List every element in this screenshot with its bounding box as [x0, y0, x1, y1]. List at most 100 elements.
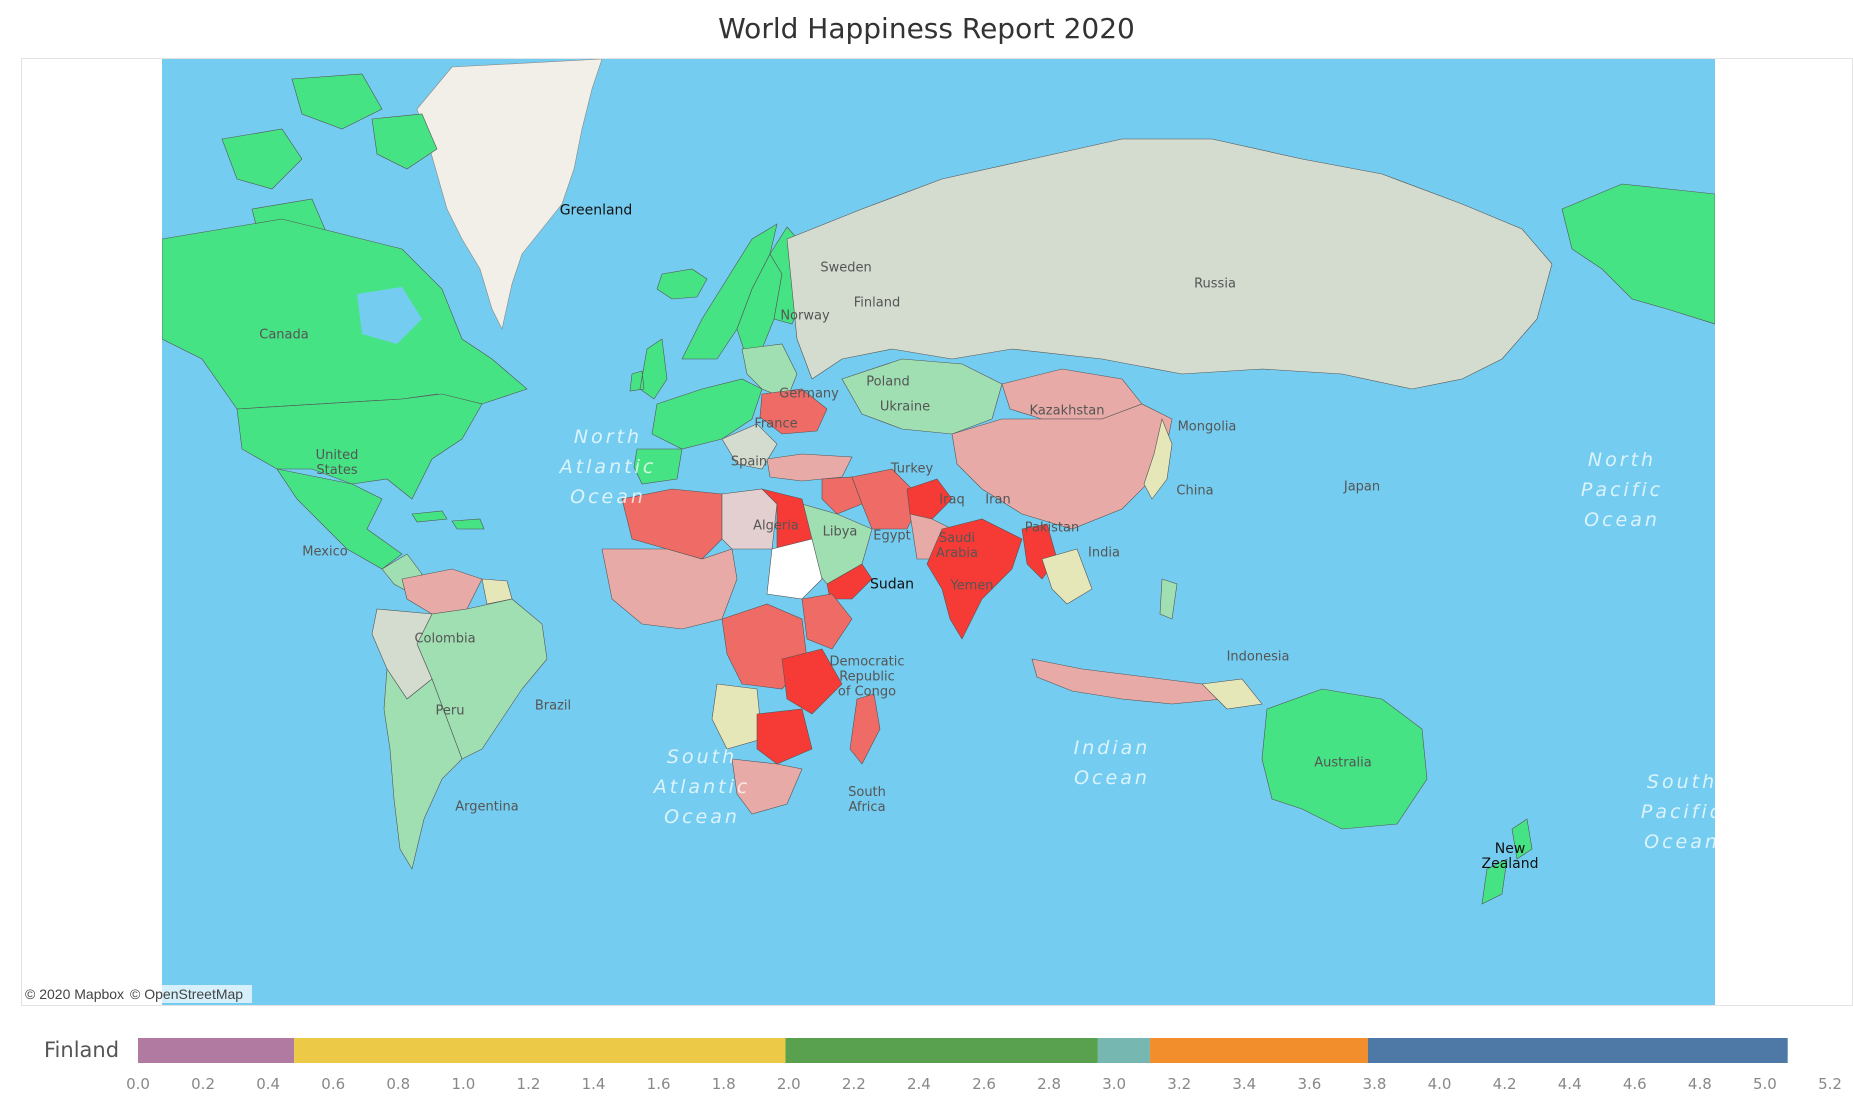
label-united-states: United States: [315, 448, 359, 478]
label-saudi-arabia: Saudi Arabia: [935, 531, 979, 561]
map-view[interactable]: Greenland Canada United States Mexico Co…: [162, 59, 1715, 1005]
legend-tick-label: 3.0: [1102, 1075, 1127, 1093]
map-attribution[interactable]: © 2020 Mapbox © OpenStreetMap: [22, 985, 253, 1003]
map-svg[interactable]: [162, 59, 1715, 1005]
label-poland: Poland: [866, 374, 910, 390]
legend-segment-3[interactable]: [785, 1038, 1098, 1063]
label-south-atlantic: South Atlantic Ocean: [653, 746, 751, 828]
legend-tick-label: 3.4: [1232, 1075, 1257, 1093]
country-turkey[interactable]: [766, 453, 853, 482]
country-sudan[interactable]: [766, 538, 823, 600]
country-alaska[interactable]: [1561, 183, 1715, 325]
mapbox-attribution[interactable]: © 2020 Mapbox: [25, 986, 125, 1002]
legend-tick-label: 3.8: [1362, 1075, 1387, 1093]
label-drc: Democratic Republic of Congo: [829, 654, 905, 700]
country-kazakhstan[interactable]: [841, 358, 1003, 435]
label-germany: Germany: [779, 386, 839, 402]
country-russia[interactable]: [786, 138, 1553, 390]
label-japan: Japan: [1343, 479, 1381, 495]
legend-tick-label: 4.8: [1687, 1075, 1712, 1093]
legend-segment-1[interactable]: [138, 1038, 295, 1063]
country-japan[interactable]: [1143, 417, 1173, 500]
country-balkans[interactable]: [721, 423, 778, 470]
legend-tick-label: 0.8: [386, 1075, 411, 1093]
country-south-africa[interactable]: [731, 758, 803, 815]
osm-attribution[interactable]: © OpenStreetMap: [130, 986, 244, 1002]
country-angola[interactable]: [711, 683, 763, 750]
label-indonesia: Indonesia: [1226, 649, 1290, 665]
country-iran[interactable]: [851, 468, 923, 530]
label-china: China: [1176, 483, 1214, 499]
legend-tick-label: 2.0: [776, 1075, 801, 1093]
country-western-europe[interactable]: [651, 378, 763, 450]
country-west-africa[interactable]: [601, 548, 738, 630]
country-mexico[interactable]: [276, 468, 403, 570]
legend-tick-label: 0.6: [321, 1075, 346, 1093]
label-spain: Spain: [730, 454, 768, 470]
country-australia[interactable]: [1261, 688, 1428, 830]
country-india[interactable]: [926, 518, 1023, 640]
label-australia: Australia: [1314, 755, 1372, 771]
legend-tick-label: 4.2: [1492, 1075, 1517, 1093]
country-iraq[interactable]: [821, 476, 863, 515]
legend-tick-label: 1.2: [516, 1075, 541, 1093]
label-norway: Norway: [780, 308, 830, 324]
legend-tick-label: 4.6: [1622, 1075, 1647, 1093]
label-north-pacific: North Pacific Ocean: [1580, 449, 1664, 531]
label-greenland: Greenland: [559, 202, 633, 219]
label-india: India: [1088, 545, 1120, 561]
legend-tick-label: 0.2: [191, 1075, 215, 1093]
label-ukraine: Ukraine: [879, 399, 931, 415]
country-greenland[interactable]: [416, 59, 603, 330]
legend-segment-6[interactable]: [1367, 1038, 1788, 1063]
legend-segment-2[interactable]: [294, 1038, 786, 1063]
country-southeast-asia[interactable]: [1041, 548, 1093, 605]
country-afghanistan[interactable]: [906, 478, 953, 520]
label-south-africa: South Africa: [848, 785, 886, 815]
label-turkey: Turkey: [890, 461, 934, 477]
country-uk[interactable]: [629, 338, 668, 400]
label-indian-ocean: Indian Ocean: [1073, 737, 1151, 789]
country-arctic-islands[interactable]: [221, 73, 438, 245]
country-tanzania[interactable]: [781, 648, 843, 715]
legend-tick-label: 2.6: [972, 1075, 996, 1093]
label-new-zealand: New Zealand: [1481, 841, 1539, 872]
country-china[interactable]: [951, 403, 1173, 530]
legend-label: Finland: [44, 1038, 120, 1062]
hudson-bay: [357, 287, 422, 344]
country-new-zealand[interactable]: [1481, 818, 1533, 905]
country-ukraine[interactable]: [759, 388, 828, 435]
country-united-states[interactable]: [236, 393, 483, 500]
legend-segment-5[interactable]: [1149, 1038, 1368, 1063]
country-spain[interactable]: [633, 448, 683, 485]
label-libya: Libya: [822, 524, 858, 540]
legend-tick-label: 2.2: [841, 1075, 866, 1093]
country-philippines[interactable]: [1159, 578, 1178, 620]
country-indonesia[interactable]: [1031, 658, 1223, 705]
legend-tick-label: 1.0: [451, 1075, 476, 1093]
legend-tick-label: 3.2: [1167, 1075, 1192, 1093]
country-zimbabwe[interactable]: [756, 708, 813, 765]
country-iceland[interactable]: [656, 268, 708, 300]
country-ethiopia[interactable]: [801, 593, 853, 650]
country-papua[interactable]: [1201, 678, 1263, 710]
legend-segment-4[interactable]: [1097, 1038, 1150, 1063]
label-sudan: Sudan: [869, 576, 915, 593]
country-algeria[interactable]: [621, 488, 723, 560]
country-norway[interactable]: [681, 223, 778, 360]
label-colombia: Colombia: [414, 631, 476, 647]
legend-tick-label: 2.4: [906, 1075, 931, 1093]
label-north-atlantic: North Atlantic Ocean: [559, 426, 657, 508]
country-canada[interactable]: [162, 218, 528, 410]
label-kazakhstan: Kazakhstan: [1029, 403, 1105, 419]
label-iran: Iran: [985, 492, 1011, 508]
country-madagascar[interactable]: [849, 693, 881, 765]
country-argentina[interactable]: [383, 668, 463, 870]
legend-tick-label: 0.4: [256, 1075, 281, 1093]
page-title: World Happiness Report 2020: [718, 12, 1135, 45]
country-caribbean[interactable]: [411, 510, 485, 530]
legend-tick-label: 2.8: [1037, 1075, 1061, 1093]
label-mongolia: Mongolia: [1177, 419, 1237, 435]
label-algeria: Algeria: [753, 518, 799, 534]
legend-tick-label: 0.0: [126, 1075, 150, 1093]
